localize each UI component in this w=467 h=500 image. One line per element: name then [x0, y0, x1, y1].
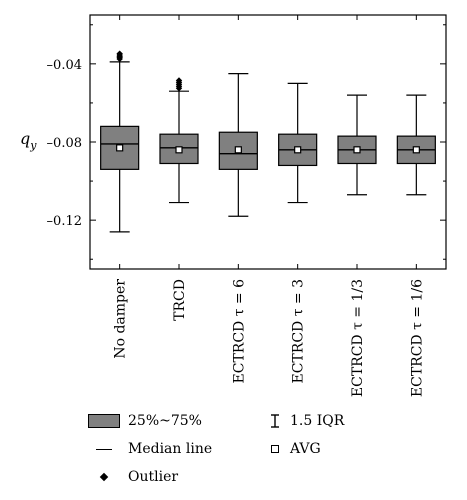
legend-box-label: 25%~75% [128, 413, 202, 429]
legend-median-swatch [96, 448, 112, 450]
y-tick-label: –0.08 [47, 136, 82, 151]
legend-median-label: Median line [128, 441, 213, 457]
legend-item-iqr: 1.5 IQR [268, 413, 344, 429]
outlier-point [116, 50, 123, 57]
mean-marker [116, 144, 124, 152]
legend-iqr-swatch [271, 414, 279, 428]
y-tick-label: –0.04 [47, 58, 82, 73]
category-label: ECTRCD τ = 6 [231, 279, 247, 384]
y-tick-label: –0.12 [47, 214, 82, 229]
mean-marker [353, 146, 361, 154]
legend-box-swatch [88, 414, 120, 428]
legend-item-box: 25%~75% [88, 413, 202, 429]
category-label: ECTRCD τ = 3 [291, 279, 307, 383]
mean-marker [234, 146, 242, 154]
legend-avg-label: AVG [290, 441, 321, 457]
category-label: TRCD [172, 279, 188, 321]
category-label: ECTRCD τ = 1/6 [409, 279, 425, 397]
mean-marker [175, 146, 183, 154]
category-label: ECTRCD τ = 1/3 [350, 279, 366, 397]
legend-outlier-swatch [99, 472, 109, 482]
category-label: No damper [113, 279, 129, 359]
legend-item-outlier: Outlier [88, 469, 178, 485]
mean-marker [412, 146, 420, 154]
mean-marker [294, 146, 302, 154]
legend-avg-swatch [271, 445, 279, 453]
legend-item-median: Median line [88, 441, 212, 457]
legend-iqr-label: 1.5 IQR [290, 413, 345, 429]
legend-item-avg: AVG [268, 441, 321, 457]
legend-outlier-label: Outlier [128, 469, 179, 485]
outlier-point [175, 77, 183, 84]
